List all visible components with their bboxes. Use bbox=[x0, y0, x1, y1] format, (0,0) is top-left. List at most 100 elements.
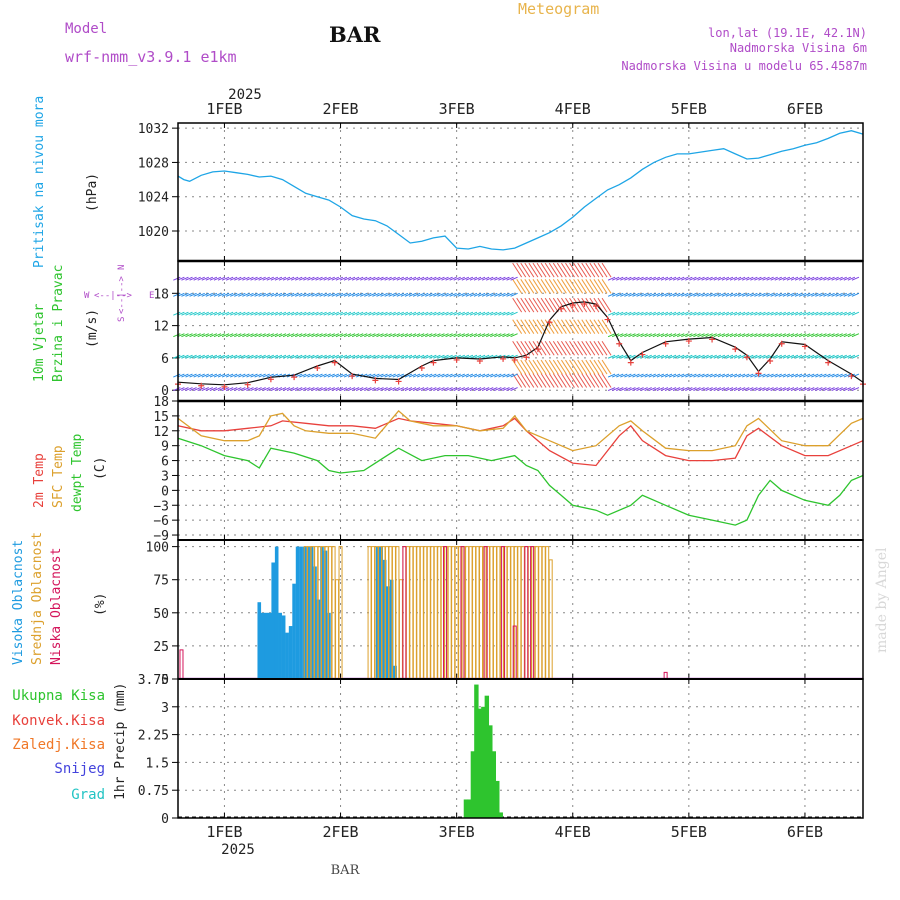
wind-barb bbox=[552, 279, 563, 294]
wind-barb bbox=[323, 333, 331, 338]
wind-barb bbox=[351, 311, 360, 316]
wind-barb bbox=[835, 333, 843, 338]
wind-barb bbox=[351, 333, 360, 338]
wind-barb bbox=[811, 333, 819, 338]
wind-barb bbox=[331, 373, 339, 378]
wind-barb bbox=[225, 311, 234, 316]
wind-barb bbox=[607, 387, 616, 391]
wind-barb bbox=[173, 373, 181, 378]
wind-barb bbox=[528, 262, 539, 278]
wind-barb bbox=[498, 276, 506, 281]
wind-barb bbox=[632, 311, 640, 316]
wind-barb bbox=[611, 276, 620, 281]
wind-barb bbox=[396, 292, 405, 297]
wind-barb bbox=[498, 387, 506, 391]
wind-barb bbox=[835, 311, 843, 316]
wind-barb bbox=[392, 311, 400, 316]
wind-barb bbox=[847, 333, 856, 338]
wind-barb bbox=[802, 387, 811, 391]
mid-cloud-bar bbox=[416, 546, 421, 680]
wind-barb bbox=[303, 276, 311, 281]
wind-barb bbox=[481, 311, 490, 316]
wind-barb bbox=[230, 354, 238, 359]
wind-barb bbox=[729, 354, 738, 359]
wind-barb bbox=[573, 279, 584, 294]
wind-barb bbox=[597, 319, 608, 334]
wind-barb bbox=[506, 292, 514, 297]
wind-barb bbox=[548, 262, 559, 278]
wind-barb bbox=[709, 292, 717, 297]
wind-barb bbox=[616, 387, 624, 391]
wind-barb bbox=[624, 333, 632, 338]
wind-barb bbox=[490, 311, 498, 316]
wind-barb bbox=[754, 387, 762, 391]
wind-barb bbox=[835, 292, 843, 297]
wind-barb bbox=[372, 311, 380, 316]
wind-barb bbox=[262, 292, 270, 297]
wind-barb bbox=[221, 311, 230, 316]
wind-barb bbox=[221, 354, 230, 359]
wind-barb bbox=[477, 311, 486, 316]
mid-cloud-bar bbox=[391, 546, 396, 680]
wind-barb bbox=[360, 311, 368, 316]
wind-barb bbox=[262, 387, 270, 391]
wind-barb bbox=[421, 276, 429, 281]
wind-barb bbox=[421, 387, 429, 391]
wind-barb bbox=[433, 333, 441, 338]
wind-barb bbox=[839, 373, 847, 378]
wind-barb bbox=[831, 333, 839, 338]
wind-barb bbox=[457, 333, 465, 338]
wind-barb bbox=[573, 340, 584, 356]
low-cloud-bar bbox=[402, 546, 407, 680]
wind-barb bbox=[536, 279, 547, 294]
wind-barb bbox=[721, 333, 730, 338]
y-tick-label: 3 bbox=[161, 469, 169, 484]
wind-barb bbox=[380, 387, 388, 391]
wind-barb bbox=[536, 373, 547, 388]
wind-barb bbox=[552, 359, 563, 375]
wind-barb bbox=[524, 279, 535, 294]
wind-barb bbox=[536, 297, 547, 313]
wind-barb bbox=[404, 311, 413, 316]
wind-barb bbox=[556, 359, 567, 375]
wind-barb bbox=[758, 387, 766, 391]
wind-barb bbox=[262, 354, 270, 359]
wind-barb bbox=[636, 276, 644, 281]
wind-barb bbox=[843, 311, 852, 316]
wind-barb bbox=[173, 333, 181, 338]
wind-barb bbox=[368, 292, 376, 297]
wind-barb bbox=[524, 297, 535, 313]
wind-barb bbox=[754, 311, 762, 316]
wind-barb bbox=[274, 333, 283, 338]
wind-barb bbox=[461, 387, 470, 391]
wind-barb bbox=[242, 276, 250, 281]
wind-barb bbox=[465, 311, 474, 316]
wind-barb bbox=[185, 333, 193, 338]
wind-barb bbox=[290, 276, 299, 281]
wind-barb bbox=[807, 292, 815, 297]
wind-barb bbox=[733, 292, 742, 297]
wind-barb bbox=[193, 311, 201, 316]
wind-speed-line bbox=[177, 301, 864, 386]
wind-barb bbox=[632, 387, 640, 391]
wind-barb bbox=[762, 311, 770, 316]
wind-barb bbox=[234, 276, 242, 281]
mid-cloud-bar bbox=[548, 559, 553, 680]
wind-barb bbox=[721, 354, 730, 359]
wind-barb bbox=[660, 276, 669, 281]
wind-barb bbox=[473, 373, 482, 378]
wind-barb bbox=[421, 373, 429, 378]
wind-barb bbox=[585, 297, 596, 313]
wind-barb bbox=[831, 276, 839, 281]
wind-barb bbox=[593, 262, 604, 278]
wind-barb bbox=[307, 333, 315, 338]
bottom-tick-label: 1FEB bbox=[206, 823, 242, 841]
wind-barb bbox=[532, 319, 543, 334]
wind-barb bbox=[181, 333, 189, 338]
wind-barb bbox=[652, 292, 661, 297]
wind-barb bbox=[364, 354, 372, 359]
wind-barb bbox=[705, 373, 713, 378]
mid-cloud-bar bbox=[423, 546, 428, 680]
wind-barb bbox=[315, 354, 323, 359]
bottom-tick-label: 5FEB bbox=[671, 823, 707, 841]
